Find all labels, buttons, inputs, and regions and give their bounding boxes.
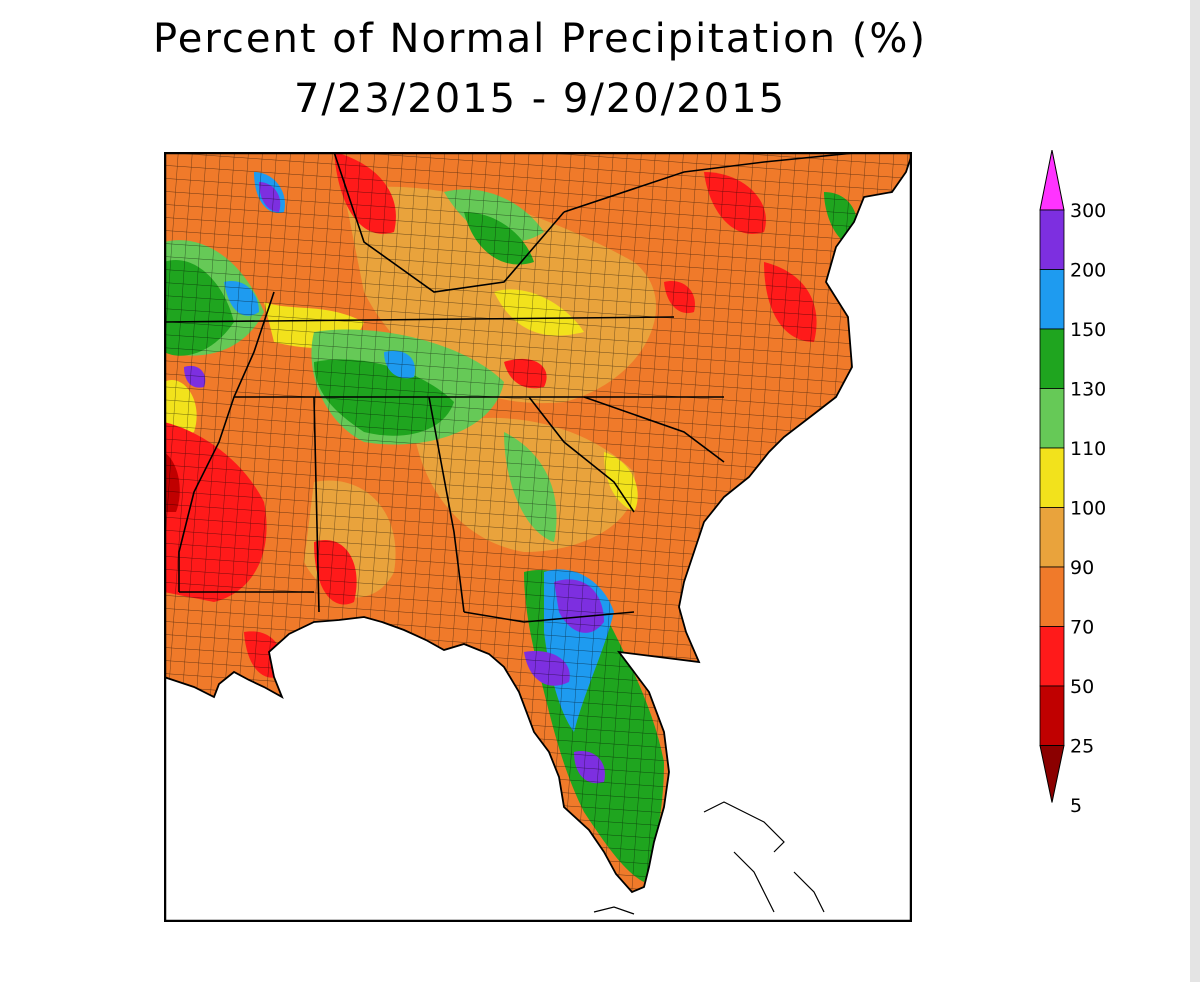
legend-swatch [1039, 685, 1065, 746]
legend-label: 300 [1070, 200, 1106, 222]
legend-label: 100 [1070, 498, 1106, 520]
legend-label: 5 [1070, 795, 1082, 817]
legend-label: 90 [1070, 557, 1094, 579]
legend-swatch [1039, 269, 1065, 330]
right-edge [1190, 0, 1200, 982]
legend-swatch [1039, 507, 1065, 568]
legend-swatch [1039, 209, 1065, 270]
legend-label: 25 [1070, 736, 1094, 758]
precipitation-map [164, 152, 912, 922]
legend-label: 70 [1070, 617, 1094, 639]
legend-swatch [1039, 328, 1065, 389]
map-title: Percent of Normal Precipitation (%) [153, 16, 927, 62]
legend-swatch-top-arrow [1039, 150, 1065, 211]
bahamas-islands [593, 801, 825, 915]
map-date-range: 7/23/2015 - 9/20/2015 [293, 76, 787, 122]
color-scale-legend: 300 200 150 130 110 100 90 70 50 25 5 [1039, 150, 1106, 817]
legend-label: 110 [1070, 438, 1106, 460]
legend-label: 150 [1070, 319, 1106, 341]
legend-swatch [1039, 626, 1065, 687]
legend-label: 200 [1070, 260, 1106, 282]
legend-label: 130 [1070, 379, 1106, 401]
state-boundaries [164, 152, 912, 893]
legend-swatch [1039, 388, 1065, 449]
legend-swatch-bottom-arrow [1039, 745, 1065, 803]
map-border [164, 152, 912, 922]
legend-swatch [1039, 447, 1065, 508]
legend-swatch [1039, 566, 1065, 627]
legend-label: 50 [1070, 676, 1094, 698]
